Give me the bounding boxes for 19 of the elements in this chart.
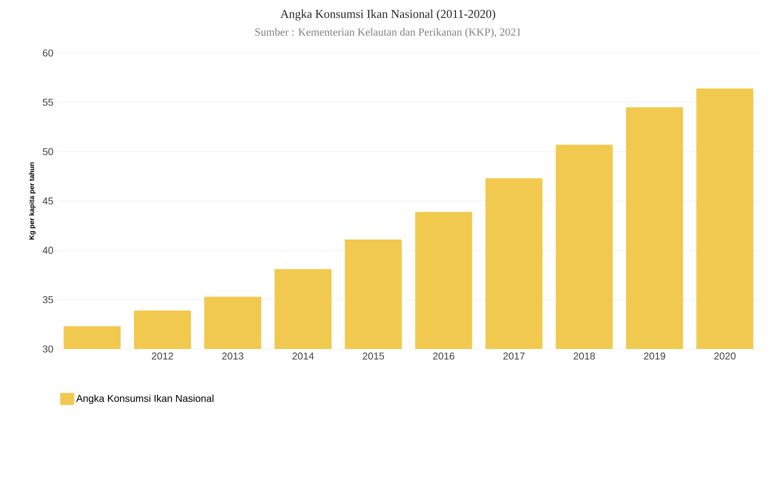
x-tick-label: 2019: [644, 352, 666, 360]
x-tick-label: 2012: [152, 352, 174, 360]
chart-subtitle: Sumber : Kementerian Kelautan dan Perikanan (KKP), 2021: [255, 28, 521, 38]
y-tick-label: 60: [42, 49, 54, 57]
y-tick-label: 35: [42, 296, 54, 304]
legend-label: Angka Konsumsi Ikan Nasional: [76, 394, 214, 404]
y-tick-label: 50: [42, 148, 54, 156]
chart-title: Angka Konsumsi Ikan Nasional (2011-2020): [280, 10, 496, 20]
x-tick-label: 2018: [574, 352, 595, 360]
x-tick-label: 2020: [714, 352, 736, 360]
y-tick-label: 55: [42, 98, 54, 106]
x-tick-label: 2013: [222, 352, 244, 360]
y-tick-label: 30: [42, 345, 54, 353]
y-tick-label: 40: [42, 246, 54, 254]
x-tick-label: 2014: [292, 352, 314, 360]
x-tick-label: 2017: [503, 352, 525, 360]
x-tick-label: 2015: [362, 352, 384, 360]
x-tick-label: 2016: [433, 352, 454, 360]
y-tick-label: 45: [42, 198, 54, 204]
